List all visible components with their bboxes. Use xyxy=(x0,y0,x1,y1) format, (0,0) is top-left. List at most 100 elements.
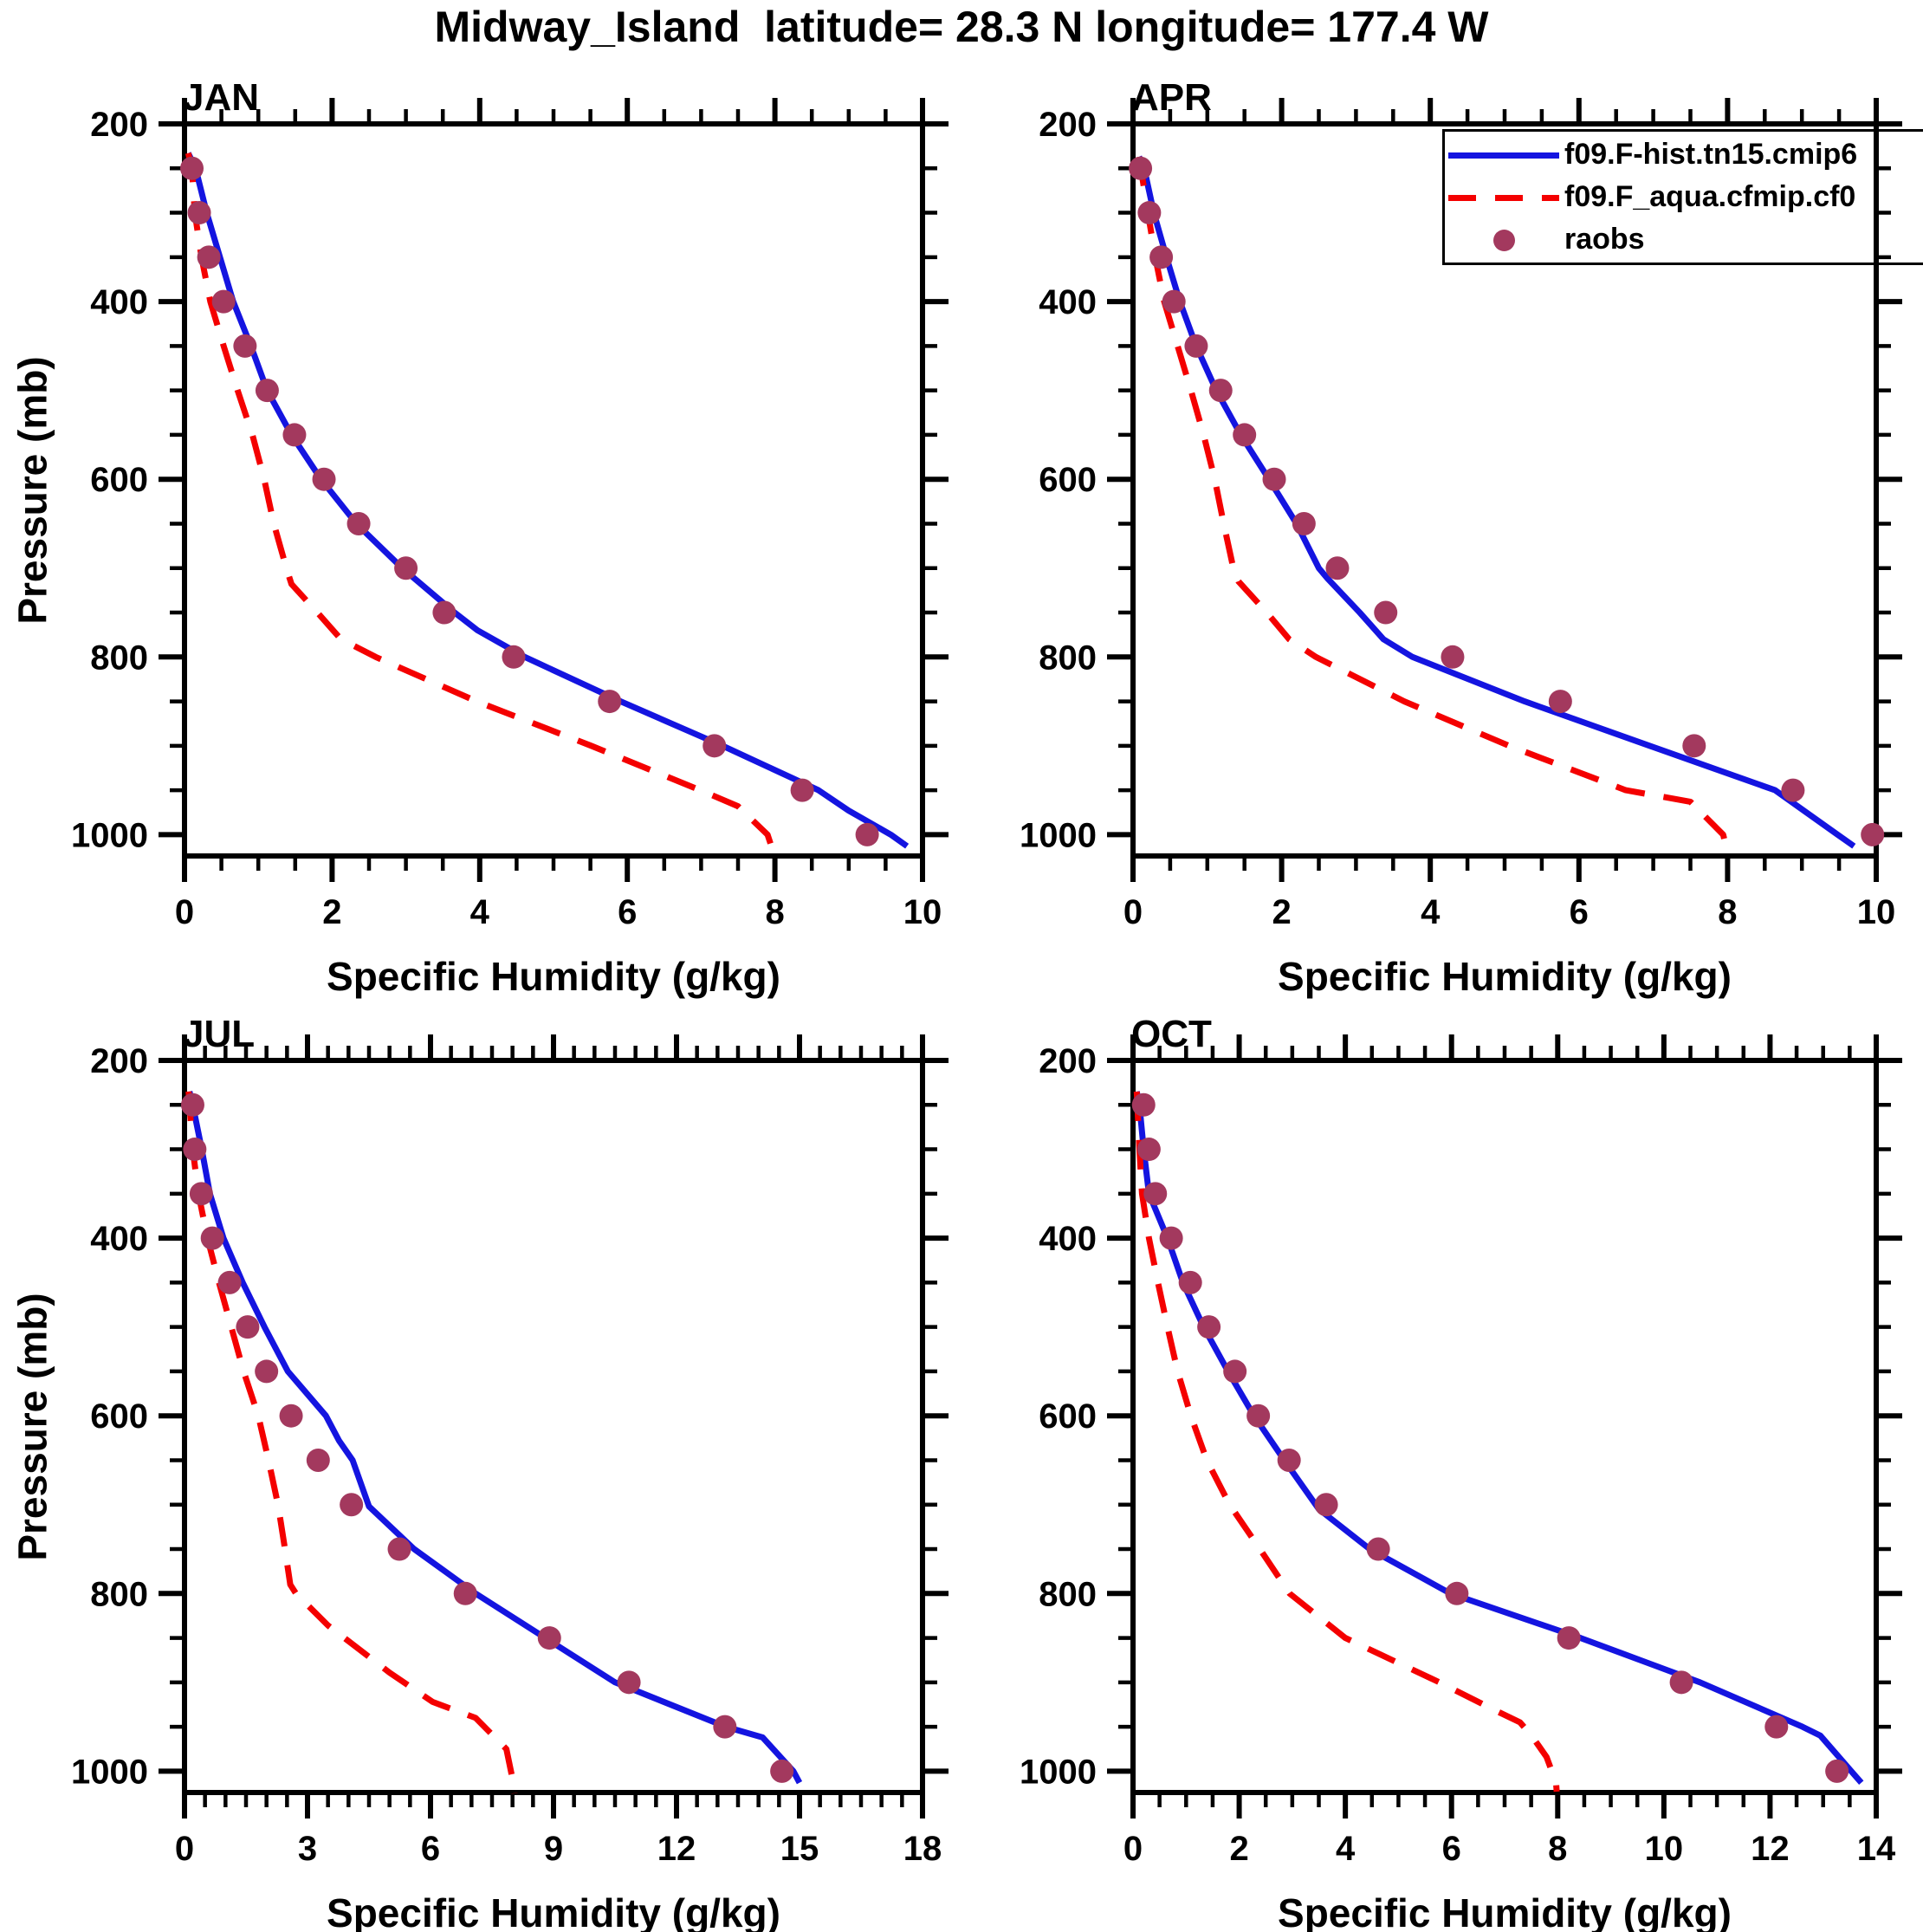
model-curve xyxy=(186,1091,803,1785)
panel-month-label: APR xyxy=(1131,76,1212,119)
raobs-dot xyxy=(1184,334,1208,358)
raobs-dot xyxy=(180,156,204,180)
model-line-sample-icon xyxy=(1448,152,1559,159)
y-tick-label: 400 xyxy=(90,1220,148,1258)
raobs-dot xyxy=(200,1226,224,1250)
y-tick-labels: 200 400 600 800 1000 xyxy=(1020,106,1097,854)
x-tick-label: 6 xyxy=(1442,1830,1461,1868)
raobs-dot xyxy=(282,423,307,447)
legend-label-raobs: raobs xyxy=(1564,223,1645,256)
raobs-dot xyxy=(1178,1270,1202,1294)
raobs-dot xyxy=(346,511,371,535)
aqua-curve xyxy=(185,1091,518,1794)
y-tick-label: 200 xyxy=(1039,1042,1097,1080)
raobs-dot xyxy=(1137,201,1162,225)
x-tick-labels: 0 2 4 6 8 10 xyxy=(1123,893,1895,931)
axis-ticks xyxy=(159,1034,949,1819)
x-tick-label: 9 xyxy=(544,1830,563,1868)
figure-title: Midway_Island latitude= 28.3 N longitude… xyxy=(434,3,1489,51)
legend-row-raobs: raobs xyxy=(1445,220,1923,260)
raobs-dot xyxy=(1374,600,1398,625)
legend: f09.F-hist.tn15.cmip6 f09.F_aqua.cfmip.c… xyxy=(1442,129,1923,265)
raobs-dot xyxy=(340,1493,364,1517)
raobs-dot xyxy=(1262,467,1286,491)
raobs-dot xyxy=(617,1670,641,1695)
panel-apr-chart: 0 2 4 6 8 10 200 400 600 800 1000 APR xyxy=(1020,76,1902,931)
raobs-dot xyxy=(1764,1715,1789,1739)
raobs-dot xyxy=(1682,734,1706,758)
x-tick-labels: 0 3 6 9 12 15 18 xyxy=(175,1830,942,1868)
x-tick-label: 10 xyxy=(1645,1830,1684,1868)
raobs-dot xyxy=(1781,778,1805,802)
y-tick-label: 200 xyxy=(90,1042,148,1080)
y-tick-label: 1000 xyxy=(1020,1753,1097,1791)
raobs-dot xyxy=(855,822,879,846)
raobs-dot xyxy=(187,201,211,225)
panel-jan-chart: 0 2 4 6 8 10 200 400 600 800 1000 JAN xyxy=(71,76,949,931)
y-tick-labels: 200 400 600 800 1000 xyxy=(1020,1042,1097,1791)
raobs-dot xyxy=(1441,645,1465,669)
panel-jul-chart: 0 3 6 9 12 15 18 200 400 600 800 1000 JUL xyxy=(71,1013,949,1868)
raobs-dot xyxy=(1162,289,1186,314)
raobs-dot xyxy=(1208,379,1233,403)
raobs-dot xyxy=(1233,423,1257,447)
raobs-dot xyxy=(432,600,456,625)
x-tick-label: 6 xyxy=(618,893,637,931)
x-tick-label: 10 xyxy=(1857,893,1896,931)
raobs-dot xyxy=(1197,1315,1221,1339)
raobs-dot xyxy=(1325,556,1350,580)
panel-month-label: JAN xyxy=(183,76,259,119)
raobs-dot xyxy=(1366,1537,1390,1561)
raobs-dot xyxy=(598,690,622,714)
raobs-dots xyxy=(1129,156,1885,846)
x-tick-label: 4 xyxy=(1421,893,1441,931)
y-axis-title-top: Pressure (mb) xyxy=(10,355,55,625)
raobs-dot xyxy=(1669,1670,1693,1695)
raobs-dot xyxy=(1548,690,1572,714)
dot-swatch xyxy=(1448,229,1559,251)
panel-month-label: OCT xyxy=(1131,1013,1212,1055)
axis-ticks xyxy=(1107,1034,1902,1819)
x-tick-label: 2 xyxy=(1229,1830,1248,1868)
x-tick-label: 0 xyxy=(1123,893,1143,931)
panel-oct-chart: 0 2 4 6 8 10 12 14 200 400 600 800 1000 OCT xyxy=(1020,1013,1902,1868)
x-axis-title-jan: Specific Humidity (g/kg) xyxy=(327,954,780,999)
y-tick-label: 400 xyxy=(1039,283,1097,321)
raobs-dots xyxy=(180,156,879,846)
raobs-dot xyxy=(1292,511,1316,535)
y-tick-label: 1000 xyxy=(71,1753,148,1791)
aqua-curve xyxy=(1133,1091,1560,1793)
raobs-dot xyxy=(1131,1092,1156,1117)
x-tick-label: 12 xyxy=(657,1830,696,1868)
y-tick-label: 800 xyxy=(1039,1575,1097,1613)
raobs-dot xyxy=(1129,156,1153,180)
y-tick-label: 200 xyxy=(90,106,148,144)
y-axis-title-bottom: Pressure (mb) xyxy=(10,1292,55,1561)
raobs-dot xyxy=(537,1626,561,1650)
raobs-dot xyxy=(279,1404,303,1428)
x-tick-label: 10 xyxy=(903,893,942,931)
plot-border xyxy=(1130,1058,1879,1795)
y-tick-label: 1000 xyxy=(71,816,148,854)
raobs-dot xyxy=(1136,1138,1161,1162)
aqua-curve xyxy=(185,152,777,854)
solid-line-swatch xyxy=(1448,144,1559,166)
x-axis-title-apr: Specific Humidity (g/kg) xyxy=(1278,954,1732,999)
x-tick-label: 8 xyxy=(1548,1830,1567,1868)
x-tick-label: 14 xyxy=(1857,1830,1896,1868)
x-tick-label: 15 xyxy=(780,1830,819,1868)
model-curve xyxy=(1133,1091,1864,1786)
raobs-dot xyxy=(502,645,526,669)
y-tick-label: 600 xyxy=(90,461,148,499)
x-tick-label: 0 xyxy=(175,1830,194,1868)
raobs-dot xyxy=(189,1182,213,1206)
axis-ticks xyxy=(159,98,949,882)
raobs-dot xyxy=(1861,822,1885,846)
x-tick-labels: 0 2 4 6 8 10 xyxy=(175,893,942,931)
model-curve xyxy=(185,152,910,849)
raobs-dot xyxy=(713,1715,737,1739)
raobs-dot xyxy=(1825,1759,1849,1783)
raobs-dot xyxy=(703,734,727,758)
y-tick-label: 400 xyxy=(90,283,148,321)
raobs-dot xyxy=(1246,1404,1271,1428)
